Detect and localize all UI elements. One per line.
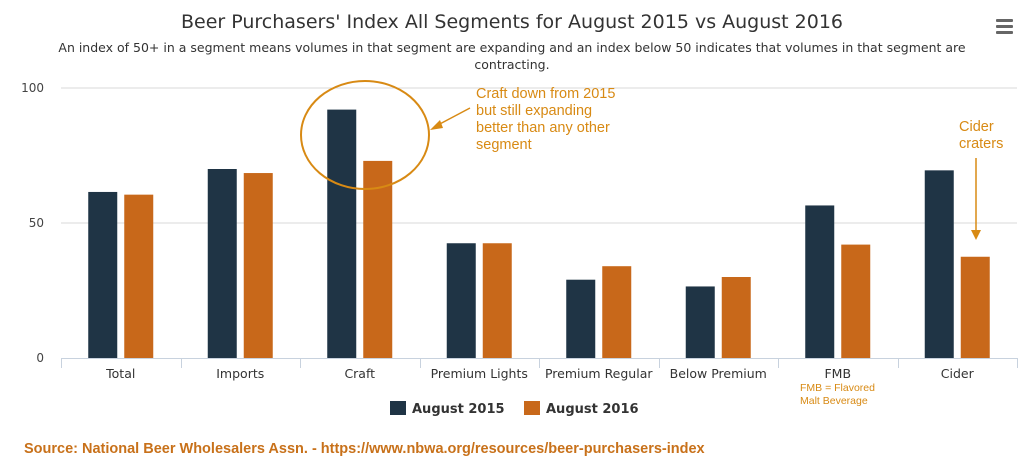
- category-labels: Total Imports Craft Premium Lights Premium R…: [105, 366, 974, 381]
- bar-below-premium-august-2016[interactable]: [721, 277, 751, 358]
- category-label-cider: Cider: [941, 366, 975, 381]
- bar-craft-august-2015[interactable]: [327, 109, 357, 358]
- x-axis: [61, 358, 1018, 368]
- category-label-premium-regular: Premium Regular: [545, 366, 653, 381]
- cider-annotation-arrowhead: [971, 230, 981, 240]
- cider-annotation: Cider craters: [959, 119, 1003, 240]
- category-label-premium-lights: Premium Lights: [431, 366, 528, 381]
- category-label-below-premium: Below Premium: [670, 366, 767, 381]
- bar-cider-august-2016[interactable]: [960, 256, 990, 358]
- legend-item-august-2016[interactable]: August 2016: [524, 401, 639, 417]
- bar-cider-august-2015[interactable]: [924, 170, 954, 358]
- y-tick-label-0: 0: [36, 351, 44, 365]
- bar-premium-regular-august-2015[interactable]: [566, 279, 596, 358]
- fmb-note-line-1: FMB = Flavored: [800, 382, 875, 394]
- y-tick-label-100: 100: [21, 81, 44, 95]
- bar-fmb-august-2016[interactable]: [841, 244, 871, 358]
- fmb-note-line-2: Malt Beverage: [800, 395, 868, 407]
- cider-annotation-line-1: Cider: [959, 119, 994, 135]
- bar-craft-august-2016[interactable]: [363, 160, 393, 358]
- craft-annotation-line-2: but still expanding: [476, 103, 592, 119]
- bar-total-august-2015[interactable]: [88, 191, 118, 358]
- cider-annotation-line-2: craters: [959, 136, 1003, 152]
- category-label-total: Total: [105, 366, 135, 381]
- bars: [88, 109, 990, 358]
- bar-total-august-2016[interactable]: [124, 194, 154, 358]
- chart-subtitle-line-1: An index of 50+ in a segment means volum…: [58, 40, 966, 55]
- craft-annotation-line-4: segment: [476, 137, 532, 153]
- y-axis-ticks: 0 50 100: [21, 81, 44, 365]
- craft-annotation-arrowhead: [430, 120, 443, 130]
- bar-imports-august-2016[interactable]: [243, 173, 273, 358]
- craft-annotation-arrow-line: [435, 107, 471, 127]
- craft-highlight-ellipse: [300, 80, 430, 190]
- legend-label-august-2015: August 2015: [412, 402, 505, 417]
- craft-annotation-line-1: Craft down from 2015: [476, 86, 615, 102]
- legend-item-august-2015[interactable]: August 2015: [390, 401, 505, 417]
- craft-annotation: Craft down from 2015 but still expanding…: [300, 80, 615, 190]
- bar-premium-lights-august-2016[interactable]: [482, 243, 512, 358]
- bar-imports-august-2015[interactable]: [207, 169, 237, 358]
- chart-title: Beer Purchasers' Index All Segments for …: [181, 11, 843, 33]
- craft-annotation-line-3: better than any other: [476, 120, 610, 136]
- bar-premium-regular-august-2016[interactable]: [602, 266, 632, 358]
- chart-subtitle-line-2: contracting.: [474, 57, 549, 72]
- source-credit: Source: National Beer Wholesalers Assn. …: [24, 441, 705, 457]
- legend-label-august-2016: August 2016: [546, 402, 639, 417]
- y-tick-label-50: 50: [29, 216, 44, 230]
- legend: August 2015 August 2016: [390, 401, 639, 417]
- hamburger-menu-icon[interactable]: [994, 17, 1014, 35]
- bar-premium-lights-august-2015[interactable]: [446, 243, 476, 358]
- category-label-imports: Imports: [216, 366, 264, 381]
- category-label-fmb: FMB: [824, 366, 851, 381]
- bar-fmb-august-2015[interactable]: [805, 205, 835, 358]
- bar-below-premium-august-2015[interactable]: [685, 286, 715, 358]
- category-label-craft: Craft: [344, 366, 375, 381]
